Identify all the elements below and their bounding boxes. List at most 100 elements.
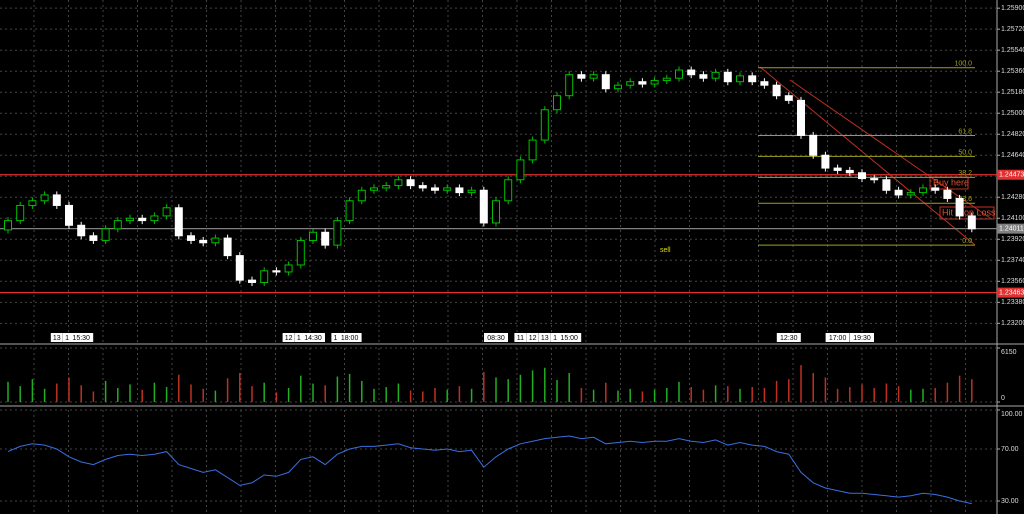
candle-body	[699, 74, 708, 79]
candle-body	[882, 179, 891, 191]
candle-body	[833, 167, 842, 171]
candle-body	[187, 235, 195, 241]
x-tick-label: 14:30	[304, 335, 322, 342]
candle-body	[406, 179, 415, 187]
candle-body	[736, 75, 744, 83]
y-tick-label: 1.23920	[1001, 236, 1024, 243]
candle-body	[601, 74, 610, 90]
trend-line	[789, 79, 991, 219]
x-tick-label: 12	[285, 335, 293, 342]
x-tick-label: 13	[297, 335, 305, 342]
time-label-box	[484, 333, 508, 342]
x-tick-label: 17	[334, 335, 342, 342]
candle-body	[675, 69, 683, 79]
candle-body	[919, 187, 927, 194]
y-tick-label: 1.25180	[1001, 89, 1024, 96]
level-label: 1.24473	[999, 172, 1024, 179]
candle-body	[65, 204, 73, 226]
candle-body	[650, 80, 659, 85]
fibo-label: 61.8	[958, 128, 972, 135]
candle-body	[955, 197, 964, 217]
candle-body	[504, 179, 513, 202]
candle-body	[528, 139, 537, 161]
annotation-box	[939, 206, 995, 220]
x-tick-label: 15:00	[560, 335, 578, 342]
candle-body	[16, 204, 25, 222]
candle-body	[967, 215, 976, 230]
candle-body	[235, 255, 244, 281]
x-tick-label: 17:00	[829, 335, 847, 342]
candle-body	[626, 81, 635, 86]
candle-body	[662, 77, 671, 82]
candle-body	[357, 189, 366, 202]
candle-body	[711, 71, 720, 79]
candle-body	[467, 189, 476, 194]
candle-body	[565, 74, 574, 97]
x-tick-label: 13	[541, 335, 549, 342]
x-tick-label: 15:30	[72, 335, 90, 342]
candle-body	[309, 231, 317, 241]
annotation: Hit Stop Loss	[942, 207, 996, 217]
x-tick-label: 19:30	[853, 335, 871, 342]
time-label-box	[825, 333, 850, 342]
candle-body	[321, 231, 330, 246]
y-tick-label: 1.23740	[1001, 257, 1024, 264]
annotation: Buy here	[933, 177, 969, 187]
candle-body	[126, 217, 134, 222]
candle-body	[418, 185, 427, 189]
rsi-line	[7, 435, 972, 505]
candle-body	[760, 81, 769, 86]
annotation: sell	[660, 247, 671, 254]
y-tick-label: 70.00	[1001, 446, 1019, 453]
fibo-label: 38.2	[958, 170, 972, 177]
candle-body	[748, 75, 757, 83]
time-label-box	[526, 333, 539, 342]
x-tick-label: 12	[529, 335, 537, 342]
time-label-box	[850, 333, 874, 342]
candle-body	[77, 224, 86, 237]
x-tick-label: 13	[53, 335, 61, 342]
time-label-box	[50, 333, 63, 342]
candle-body	[89, 235, 98, 241]
candle-body	[906, 192, 915, 196]
candle-body	[870, 178, 879, 181]
candle-body	[931, 187, 940, 191]
y-tick-label: 1.24100	[1001, 215, 1024, 222]
fibo-label: 23.6	[958, 196, 972, 203]
candle-body	[431, 187, 439, 191]
candle-body	[260, 270, 269, 283]
candle-body	[845, 169, 854, 174]
candle-body	[28, 200, 37, 206]
candle-body	[174, 207, 183, 237]
y-tick-label: 1.25720	[1001, 26, 1024, 33]
candle-body	[370, 187, 378, 191]
candle-body	[784, 95, 793, 101]
x-tick-label: 08:30	[487, 335, 505, 342]
candle-body	[492, 200, 500, 224]
time-label-box	[301, 333, 325, 342]
time-label-box	[551, 333, 563, 342]
candle-body	[40, 194, 49, 202]
level-label-box	[997, 223, 1024, 234]
level-label: 1.24011	[999, 226, 1024, 233]
candle-body	[199, 239, 208, 244]
candle-body	[52, 194, 61, 206]
time-label-box	[514, 333, 527, 342]
time-label-box	[294, 333, 307, 342]
fibo-label: 100.0	[954, 61, 972, 68]
candle-body	[821, 154, 830, 169]
candle-body	[516, 159, 525, 181]
candle-body	[443, 187, 452, 191]
x-tick-label: 11	[517, 335, 524, 342]
y-tick-label: 1.25540	[1001, 47, 1024, 54]
time-label-box	[331, 333, 344, 342]
candle-body	[589, 74, 598, 79]
y-tick-label: 6150	[1001, 349, 1017, 356]
candle-body	[479, 189, 488, 224]
time-label-box	[538, 333, 551, 342]
y-tick-label: 1.25000	[1001, 110, 1024, 117]
candle-body	[394, 179, 403, 187]
level-label-box	[997, 287, 1024, 298]
